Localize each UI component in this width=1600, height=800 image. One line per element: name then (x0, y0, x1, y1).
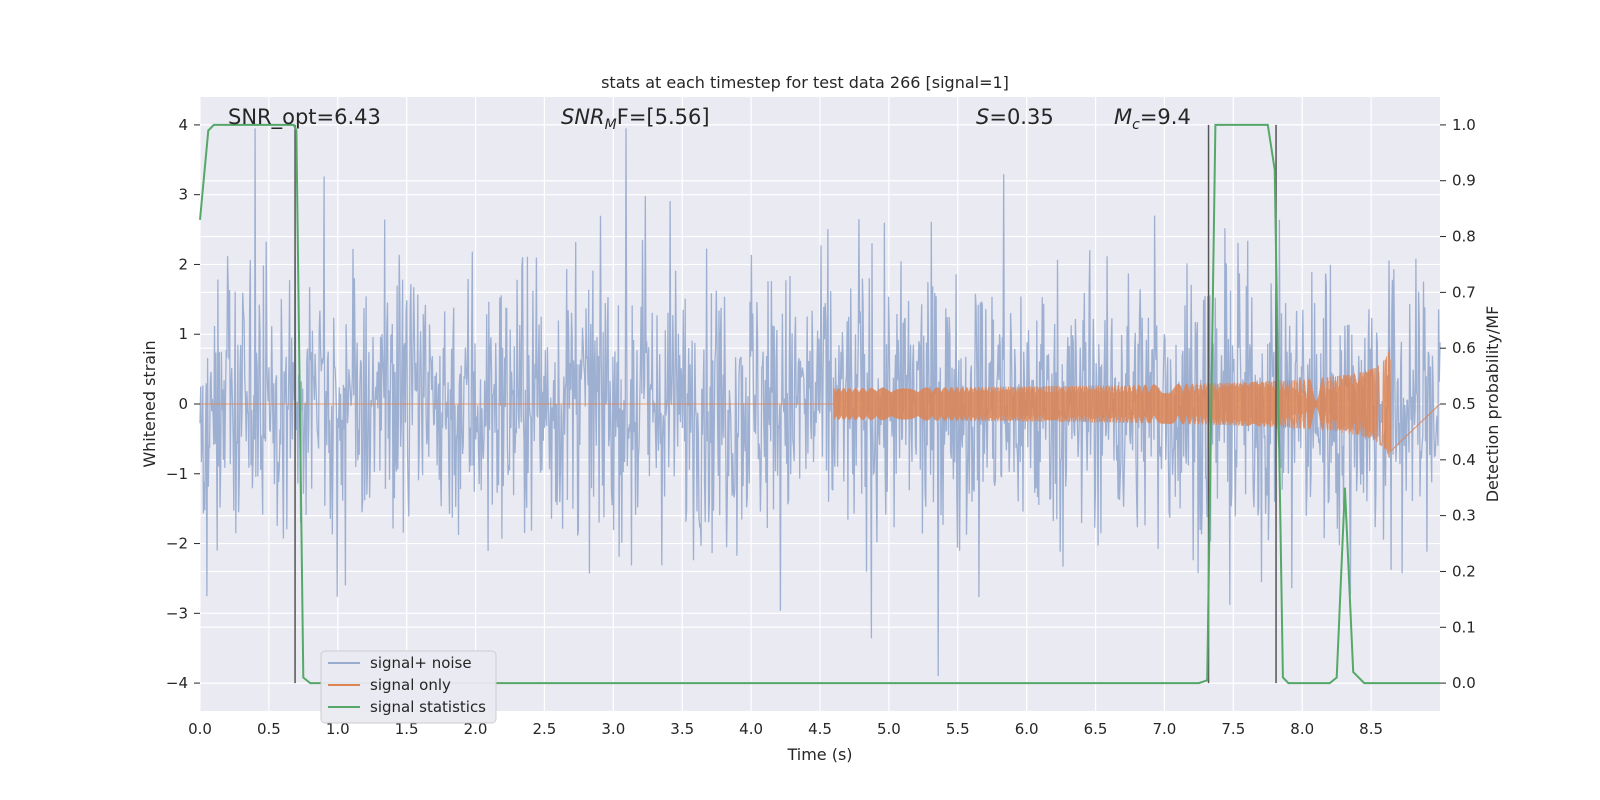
snr-mf-base: SNR (561, 105, 605, 129)
y-tick-label: −1 (166, 465, 188, 483)
x-tick-label: 3.0 (601, 720, 625, 738)
x-tick-label: 8.5 (1359, 720, 1383, 738)
x-tick-label: 6.5 (1084, 720, 1108, 738)
y2-tick-labels: 1.0 0.9 0.8 0.7 0.6 0.5 0.4 0.3 0.2 0.1 0.0 (1440, 116, 1476, 692)
signal-line (200, 348, 1441, 458)
annotation-s: S=0.35 (976, 105, 1054, 129)
mc-symbol: M (1114, 105, 1132, 129)
y2-tick-label: 0.8 (1452, 228, 1476, 246)
legend-box (320, 650, 497, 724)
s-symbol: S (976, 105, 989, 129)
mc-value: =9.4 (1140, 105, 1191, 129)
y2-tick-label: 0.0 (1452, 674, 1476, 692)
x-tick-label: 1.5 (395, 720, 419, 738)
x-tick-label: 0.5 (257, 720, 281, 738)
x-tick-label: 6.0 (1015, 720, 1039, 738)
x-tick-label: 7.5 (1221, 720, 1245, 738)
legend-label-stats: signal statistics (370, 698, 486, 716)
x-tick-label: 3.5 (670, 720, 694, 738)
y2-axis-label: Detection probability/MF (1483, 306, 1502, 503)
chart-title: stats at each timestep for test data 266… (601, 73, 1009, 92)
y2-gridlines (200, 124, 1440, 684)
snr-mf-rest: F=[5.56] (617, 105, 710, 129)
x-tick-label: 1.0 (326, 720, 350, 738)
mc-subscript: c (1132, 117, 1140, 133)
legend-label-signal: signal only (370, 676, 451, 694)
x-tick-labels: 0.0 0.5 1.0 1.5 2.0 2.5 3.0 3.5 4.0 4.5 5.0 5.5 6.0 6… (188, 720, 1383, 738)
y-tick-labels: 4 3 2 1 0 −1 −2 −3 −4 (166, 116, 200, 692)
y-tick-label: −2 (166, 535, 188, 553)
x-tick-label: 2.0 (464, 720, 488, 738)
x-tick-label: 7.0 (1153, 720, 1177, 738)
series-signal-plus-noise (199, 128, 1441, 677)
y-tick-label: −3 (166, 604, 188, 622)
y-tick-label: 4 (178, 116, 188, 134)
y2-tick-label: 0.7 (1452, 283, 1476, 301)
legend-label-noise: signal+ noise (370, 654, 472, 672)
x-tick-label: 2.5 (533, 720, 557, 738)
x-tick-label: 5.5 (946, 720, 970, 738)
x-tick-label: 4.0 (739, 720, 763, 738)
y2-tick-label: 0.5 (1452, 395, 1476, 413)
y-tick-label: 0 (178, 395, 188, 413)
y2-tick-label: 0.2 (1452, 562, 1476, 580)
y2-tick-label: 1.0 (1452, 116, 1476, 134)
x-tick-label: 4.5 (808, 720, 832, 738)
y2-tick-label: 0.3 (1452, 507, 1476, 525)
x-axis-label: Time (s) (786, 745, 852, 764)
y2-tick-label: 0.9 (1452, 172, 1476, 190)
y2-tick-label: 0.6 (1452, 339, 1476, 357)
snr-mf-sub: M (605, 117, 617, 133)
noise-line (199, 128, 1441, 677)
y-tick-label: 1 (178, 325, 188, 343)
s-value: =0.35 (989, 105, 1053, 129)
y-tick-label: 3 (178, 186, 188, 204)
stats-line (199, 123, 1440, 685)
x-tick-label: 0.0 (188, 720, 212, 738)
annotation-snr-mf: SNRMF=[5.56] (561, 105, 710, 133)
y2-tick-label: 0.4 (1452, 451, 1476, 469)
annotation-mc: Mc=9.4 (1114, 105, 1191, 133)
y-tick-label: 2 (178, 255, 188, 273)
x-tick-label: 5.0 (877, 720, 901, 738)
x-tick-label: 8.0 (1290, 720, 1314, 738)
y-tick-label: −4 (166, 674, 188, 692)
series-signal-only (200, 348, 1441, 458)
y2-tick-label: 0.1 (1452, 618, 1476, 636)
legend: signal+ noise signal only signal statist… (320, 650, 497, 724)
y-axis-label: Whitened strain (140, 340, 159, 467)
series-signal-statistics (199, 123, 1440, 685)
annotation-snr-opt: SNR_opt=6.43 (228, 105, 381, 130)
